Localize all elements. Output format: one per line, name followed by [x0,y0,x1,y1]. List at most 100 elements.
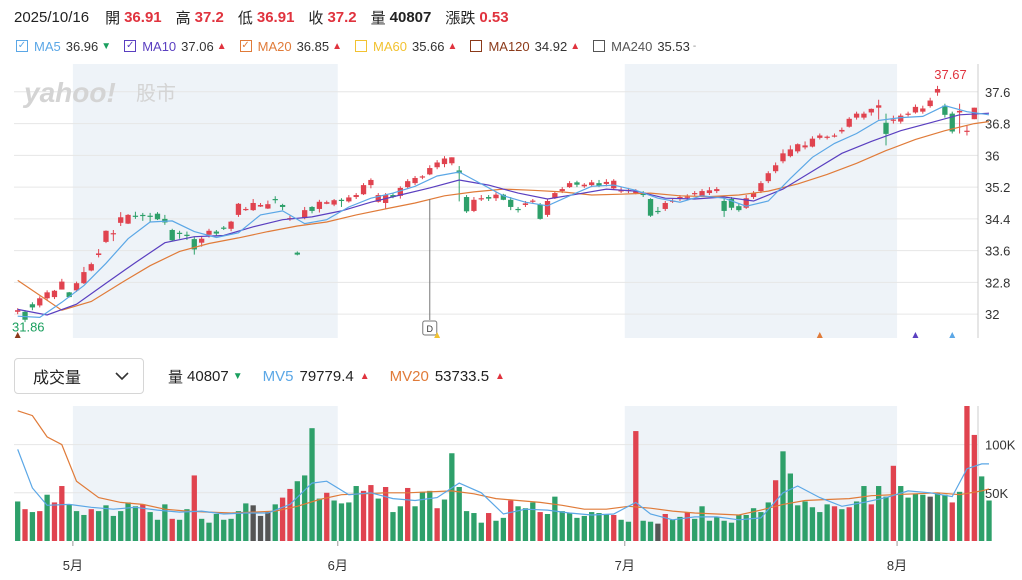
volume-bar [419,491,426,541]
checkbox-unchecked-icon[interactable] [470,40,483,52]
price-tick-label: 36 [985,148,999,163]
volume-bar [920,494,926,541]
candle-body [375,195,381,202]
volume-bar [22,509,28,541]
candle-body [809,138,816,147]
volume-bar [625,521,632,541]
candle-body [824,136,830,138]
close-value: 37.2 [327,8,357,26]
volume-bar [647,521,654,541]
checkbox-checked-icon[interactable]: ✓ [239,40,252,52]
candle-body [169,229,175,241]
candle-body [51,290,58,298]
candle-body [397,187,403,196]
month-label: 8月 [887,558,907,573]
candle-body [221,227,227,229]
candle-body [544,201,551,215]
candle-body [29,304,36,308]
ma-cross-marker-icon [816,332,823,338]
candle-body [655,210,661,213]
candle-body [162,218,168,223]
mv20-legend-value: 53733.5 [434,367,490,385]
ma-legend-ma20[interactable]: ✓ MA20 36.85 ▲ [239,38,342,54]
volume-bar [699,506,705,541]
candle-body [787,149,794,157]
volume-bar [758,512,764,541]
volume-bar [434,508,440,541]
candle-body [559,189,565,192]
volume-bar [456,487,462,541]
volume-bar [213,514,220,541]
volume-bar [390,512,396,541]
volume-bar [176,519,183,541]
volume-bar [294,481,300,541]
ma-legend-ma10[interactable]: ✓ MA10 37.06 ▲ [124,39,227,54]
candle-body [353,195,359,198]
volume-bar [88,509,94,541]
volume-bar [912,493,919,541]
candle-body [184,234,190,236]
volume-bar [118,511,124,541]
volume-bar [44,494,50,541]
candle-body [692,193,698,195]
volume-bar [934,492,941,541]
indicator-select[interactable]: 成交量 [14,358,144,394]
mv5-legend-dir: ▲ [359,370,370,382]
volume-bar [250,505,256,541]
checkbox-checked-icon[interactable]: ✓ [124,40,137,52]
volume-bar [633,431,639,541]
volume-bar [662,514,668,541]
candle-body [802,145,808,148]
candle-body [853,113,860,118]
ma-legend-value: 35.53 [657,38,690,54]
checkbox-unchecked-icon[interactable] [355,40,368,52]
volume-bar [802,501,808,541]
ma-legend-name: MA5 [34,38,61,54]
volume-bar [110,515,116,541]
ma-legend-ma240[interactable]: MA240 35.53- [593,39,696,54]
candle-body [147,215,153,217]
ma-legend-ma60[interactable]: MA60 35.66 ▲ [355,39,457,54]
checkbox-checked-icon[interactable]: ✓ [16,40,28,52]
ma-legend-ma5[interactable]: ✓ MA5 36.96 ▼ [16,39,111,54]
ma-legend-value: 36.85 [296,38,330,54]
ma-legend-ma120[interactable]: MA120 34.92 ▲ [470,39,580,54]
candle-body [721,201,727,211]
volume-bar [169,518,175,541]
candle-body [500,194,507,200]
volume-bar [552,496,558,541]
mv20-legend-label: MV20 [389,367,429,385]
volume-bar [839,509,845,541]
month-band [72,406,338,541]
candle-body [493,194,499,199]
volume-bar [257,515,264,541]
candle-body [360,185,367,195]
candle-body [581,184,587,187]
candle-body [728,199,735,208]
month-label: 5月 [63,558,83,573]
volume-bar [655,523,661,541]
checkbox-unchecked-icon[interactable] [593,40,606,52]
candle-body [831,135,838,137]
candle-body [522,203,529,205]
candle-body [140,214,146,217]
candle-body [706,190,713,194]
candle-body [603,181,610,184]
volume-bar [338,503,345,541]
volume-bar [132,506,139,541]
ma-legend-direction: ▼ [101,40,112,52]
candle-body [73,283,80,291]
volume-bar [728,522,735,541]
candle-body [441,158,448,165]
volume-bar [640,520,646,541]
volume-bar [589,512,595,541]
volume-bar [154,519,161,541]
candle-body [235,203,242,215]
volume-bar [412,506,418,541]
volume-bar [29,512,36,541]
candle-body [419,176,426,178]
price-tick-label: 32.8 [985,275,1010,290]
ma20-line [17,121,990,311]
candle-body [412,177,418,184]
volume-bar [331,500,337,541]
